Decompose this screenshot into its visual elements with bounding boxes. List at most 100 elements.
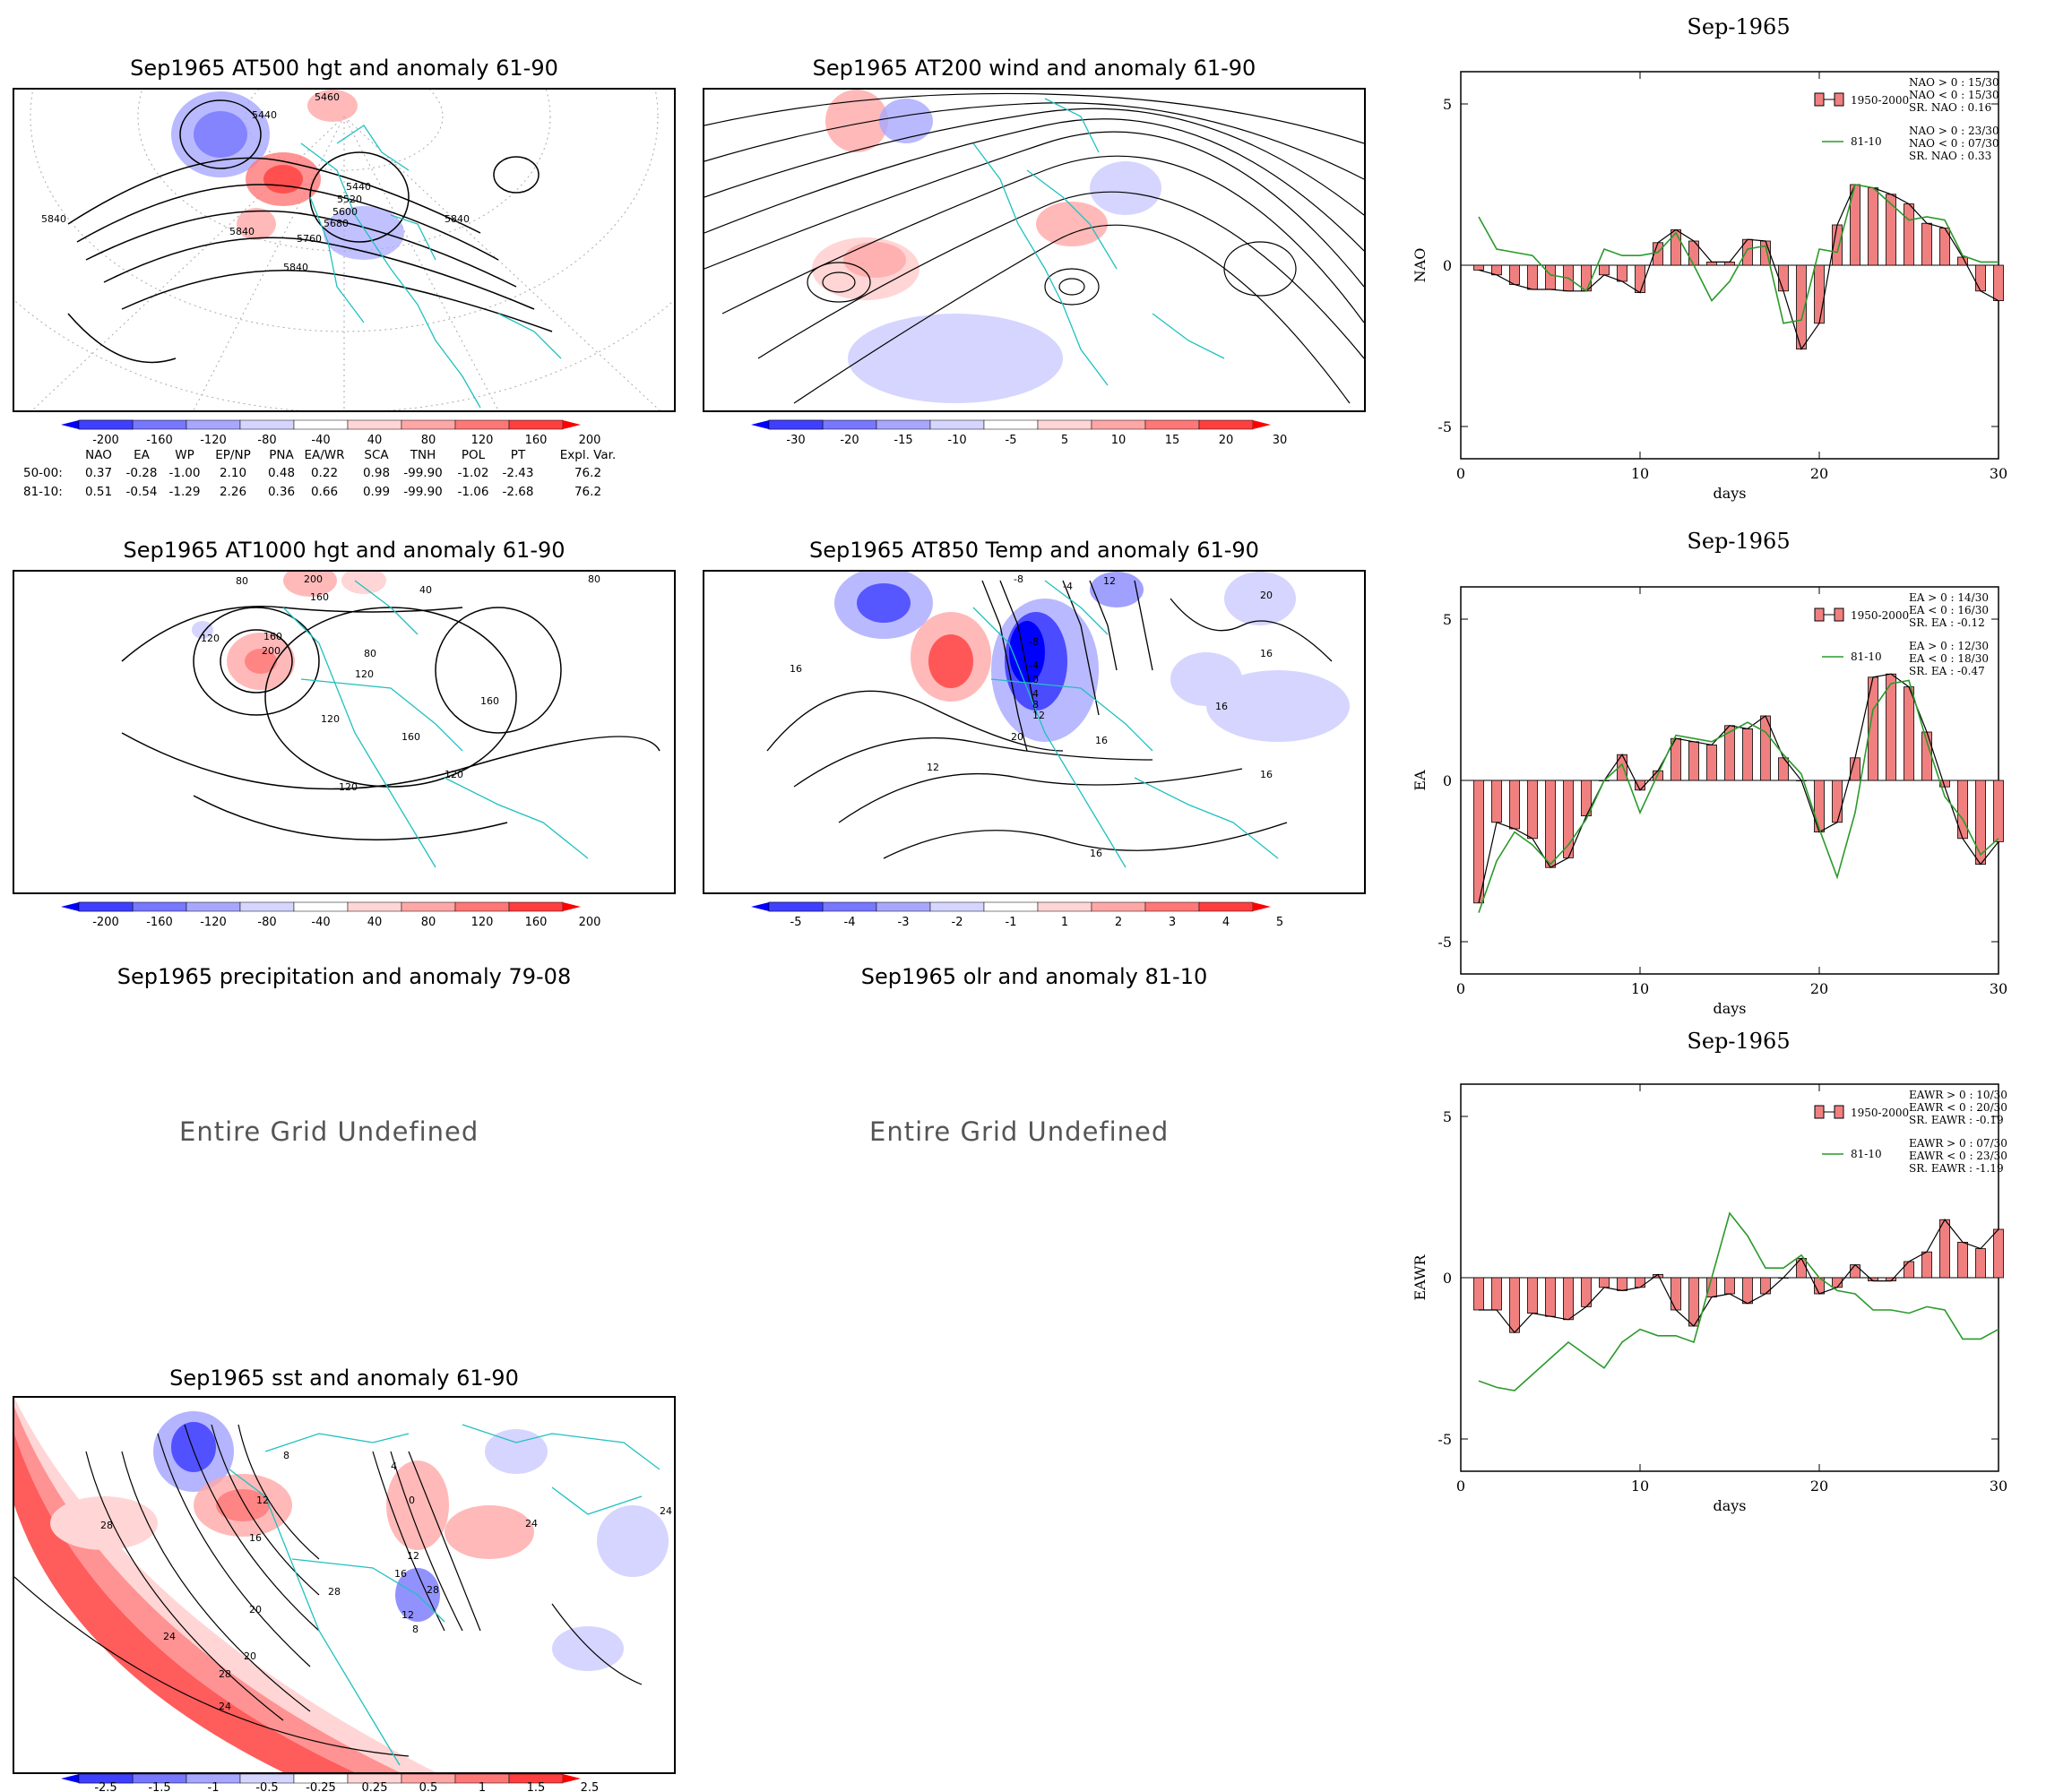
z1000-label: 120 <box>201 633 220 644</box>
sst-label: 0 <box>409 1495 415 1506</box>
colorbar-swatch <box>239 419 295 430</box>
legend-line-label: 81-10 <box>1851 1148 1882 1160</box>
nao-chart-title: Sep-1965 <box>1687 14 1791 39</box>
y-tick-label: -5 <box>1437 418 1452 435</box>
z1000-label: 160 <box>480 695 499 707</box>
legend-stat: EAWR > 0 : 10/30 <box>1909 1089 2007 1101</box>
bar <box>1993 1228 2004 1279</box>
bar <box>1563 1277 1574 1321</box>
legend-stat: EA > 0 : 14/30 <box>1909 591 1989 604</box>
y-tick-label: 5 <box>1443 1108 1452 1125</box>
legend-bar-swatch <box>1834 607 1844 622</box>
bar <box>1975 1248 1986 1279</box>
bar <box>1545 780 1556 868</box>
bar <box>1921 222 1932 266</box>
legend-stat: SR. EA : -0.12 <box>1909 616 1985 629</box>
line-series-81-10 <box>1478 679 1999 913</box>
index-header: NAO <box>85 448 112 462</box>
bar <box>1904 1261 1914 1279</box>
bar <box>1473 264 1484 271</box>
colorbar-label: 2 <box>1115 916 1122 929</box>
sst-label: 20 <box>244 1650 256 1662</box>
z1000-label: 160 <box>401 731 420 743</box>
colorbar-swatch <box>78 901 134 912</box>
colorbar-swatch <box>508 419 564 430</box>
index-value: -0.54 <box>125 485 158 499</box>
colorbar-swatch <box>132 419 187 430</box>
legend-stat: EAWR < 0 : 23/30 <box>1909 1150 2007 1162</box>
t850-label: 16 <box>1260 769 1273 780</box>
legend-bar-label: 1950-2000 <box>1851 94 1909 107</box>
sst-label: 28 <box>427 1584 439 1596</box>
t850-label: -8 <box>1014 573 1023 585</box>
sst-label: 16 <box>394 1568 407 1580</box>
sst-colorbar: -2.5 -1.5 -1 -0.5 -0.25 0.25 0.5 1 1.5 2… <box>61 1773 600 1792</box>
bar <box>1617 264 1627 282</box>
colorbar-label: -120 <box>200 434 227 447</box>
bar <box>1886 194 1896 266</box>
t850-label: 20 <box>1011 731 1023 743</box>
colorbar-label: -2 <box>952 916 963 929</box>
colorbar-arrow-left <box>61 420 79 429</box>
bar <box>1491 780 1502 823</box>
z500-label: 5440 <box>252 109 277 121</box>
sst-label: 24 <box>525 1518 538 1529</box>
colorbar-swatch <box>293 901 349 912</box>
colorbar-arrow-left <box>61 1774 79 1783</box>
index-value: 0.36 <box>267 485 296 499</box>
bar <box>1545 1277 1556 1317</box>
bar <box>1993 264 2004 301</box>
y-tick-label: 0 <box>1443 257 1452 274</box>
sst-label: 8 <box>412 1624 419 1635</box>
line-series-81-10 <box>1478 1211 1999 1391</box>
index-value: 0.22 <box>310 466 339 480</box>
ea-chart: 5 0 -5 0 10 20 30 days EA 1950-2000 81-10 EA > 0 : … <box>1412 586 2007 1017</box>
legend-line-label: 81-10 <box>1851 135 1882 148</box>
bar <box>1939 1219 1950 1279</box>
bar-series-line <box>1478 673 1999 903</box>
wind-colorbar: -30 -20 -15 -10 -5 5 10 15 20 30 <box>751 419 1287 447</box>
z500-label: 5460 <box>315 91 340 103</box>
bar <box>1635 1277 1645 1288</box>
index-row-label: 81-10: <box>23 485 63 499</box>
bar-series-line <box>1478 184 1999 350</box>
colorbar-arrow-right <box>563 1774 581 1783</box>
colorbar-label: -15 <box>894 434 912 447</box>
sst-label: 24 <box>660 1505 672 1517</box>
index-value: 0.99 <box>362 485 391 499</box>
sst-label: 24 <box>219 1701 231 1712</box>
colorbar-label: -1 <box>208 1781 220 1792</box>
y-axis-label: EAWR <box>1412 1254 1429 1301</box>
colorbar-arrow-right <box>1253 902 1271 911</box>
bar <box>1993 780 2004 842</box>
colorbar-arrow-left <box>751 420 769 429</box>
index-header: EA/WR <box>304 448 345 462</box>
legend-stat: NAO < 0 : 15/30 <box>1909 89 1999 101</box>
colorbar-label: 5 <box>1276 916 1283 929</box>
colorbar-label: -1 <box>1006 916 1017 929</box>
colorbar-swatch <box>239 901 295 912</box>
colorbar-label: 2.5 <box>581 1781 600 1792</box>
sst-label: 28 <box>100 1520 113 1531</box>
colorbar-swatch <box>186 419 241 430</box>
legend-stat: SR. EAWR : -0.19 <box>1909 1114 2004 1126</box>
colorbar-label: 40 <box>367 916 383 929</box>
colorbar-label: 3 <box>1169 916 1176 929</box>
eawr-chart-title: Sep-1965 <box>1687 1029 1791 1054</box>
index-table: NAO EA WP EP/NP PNA EA/WR SCA TNH POL PT… <box>18 448 645 502</box>
colorbar-swatch <box>1037 419 1092 430</box>
colorbar-swatch <box>1198 419 1254 430</box>
colorbar-label: -200 <box>92 434 119 447</box>
x-tick-label: 30 <box>1990 465 2007 482</box>
colorbar-swatch <box>822 901 877 912</box>
x-tick-label: 10 <box>1631 465 1649 482</box>
x-tick-label: 30 <box>1990 980 2007 997</box>
t850-label: 0 <box>1032 674 1039 685</box>
sst-label: 4 <box>391 1460 397 1472</box>
y-tick-label: 5 <box>1443 96 1452 113</box>
bar <box>1527 264 1538 290</box>
bar <box>1921 1251 1932 1279</box>
ea-chart-title: Sep-1965 <box>1687 529 1791 554</box>
z1000-label: 120 <box>355 668 374 680</box>
index-header: EP/NP <box>215 448 251 462</box>
